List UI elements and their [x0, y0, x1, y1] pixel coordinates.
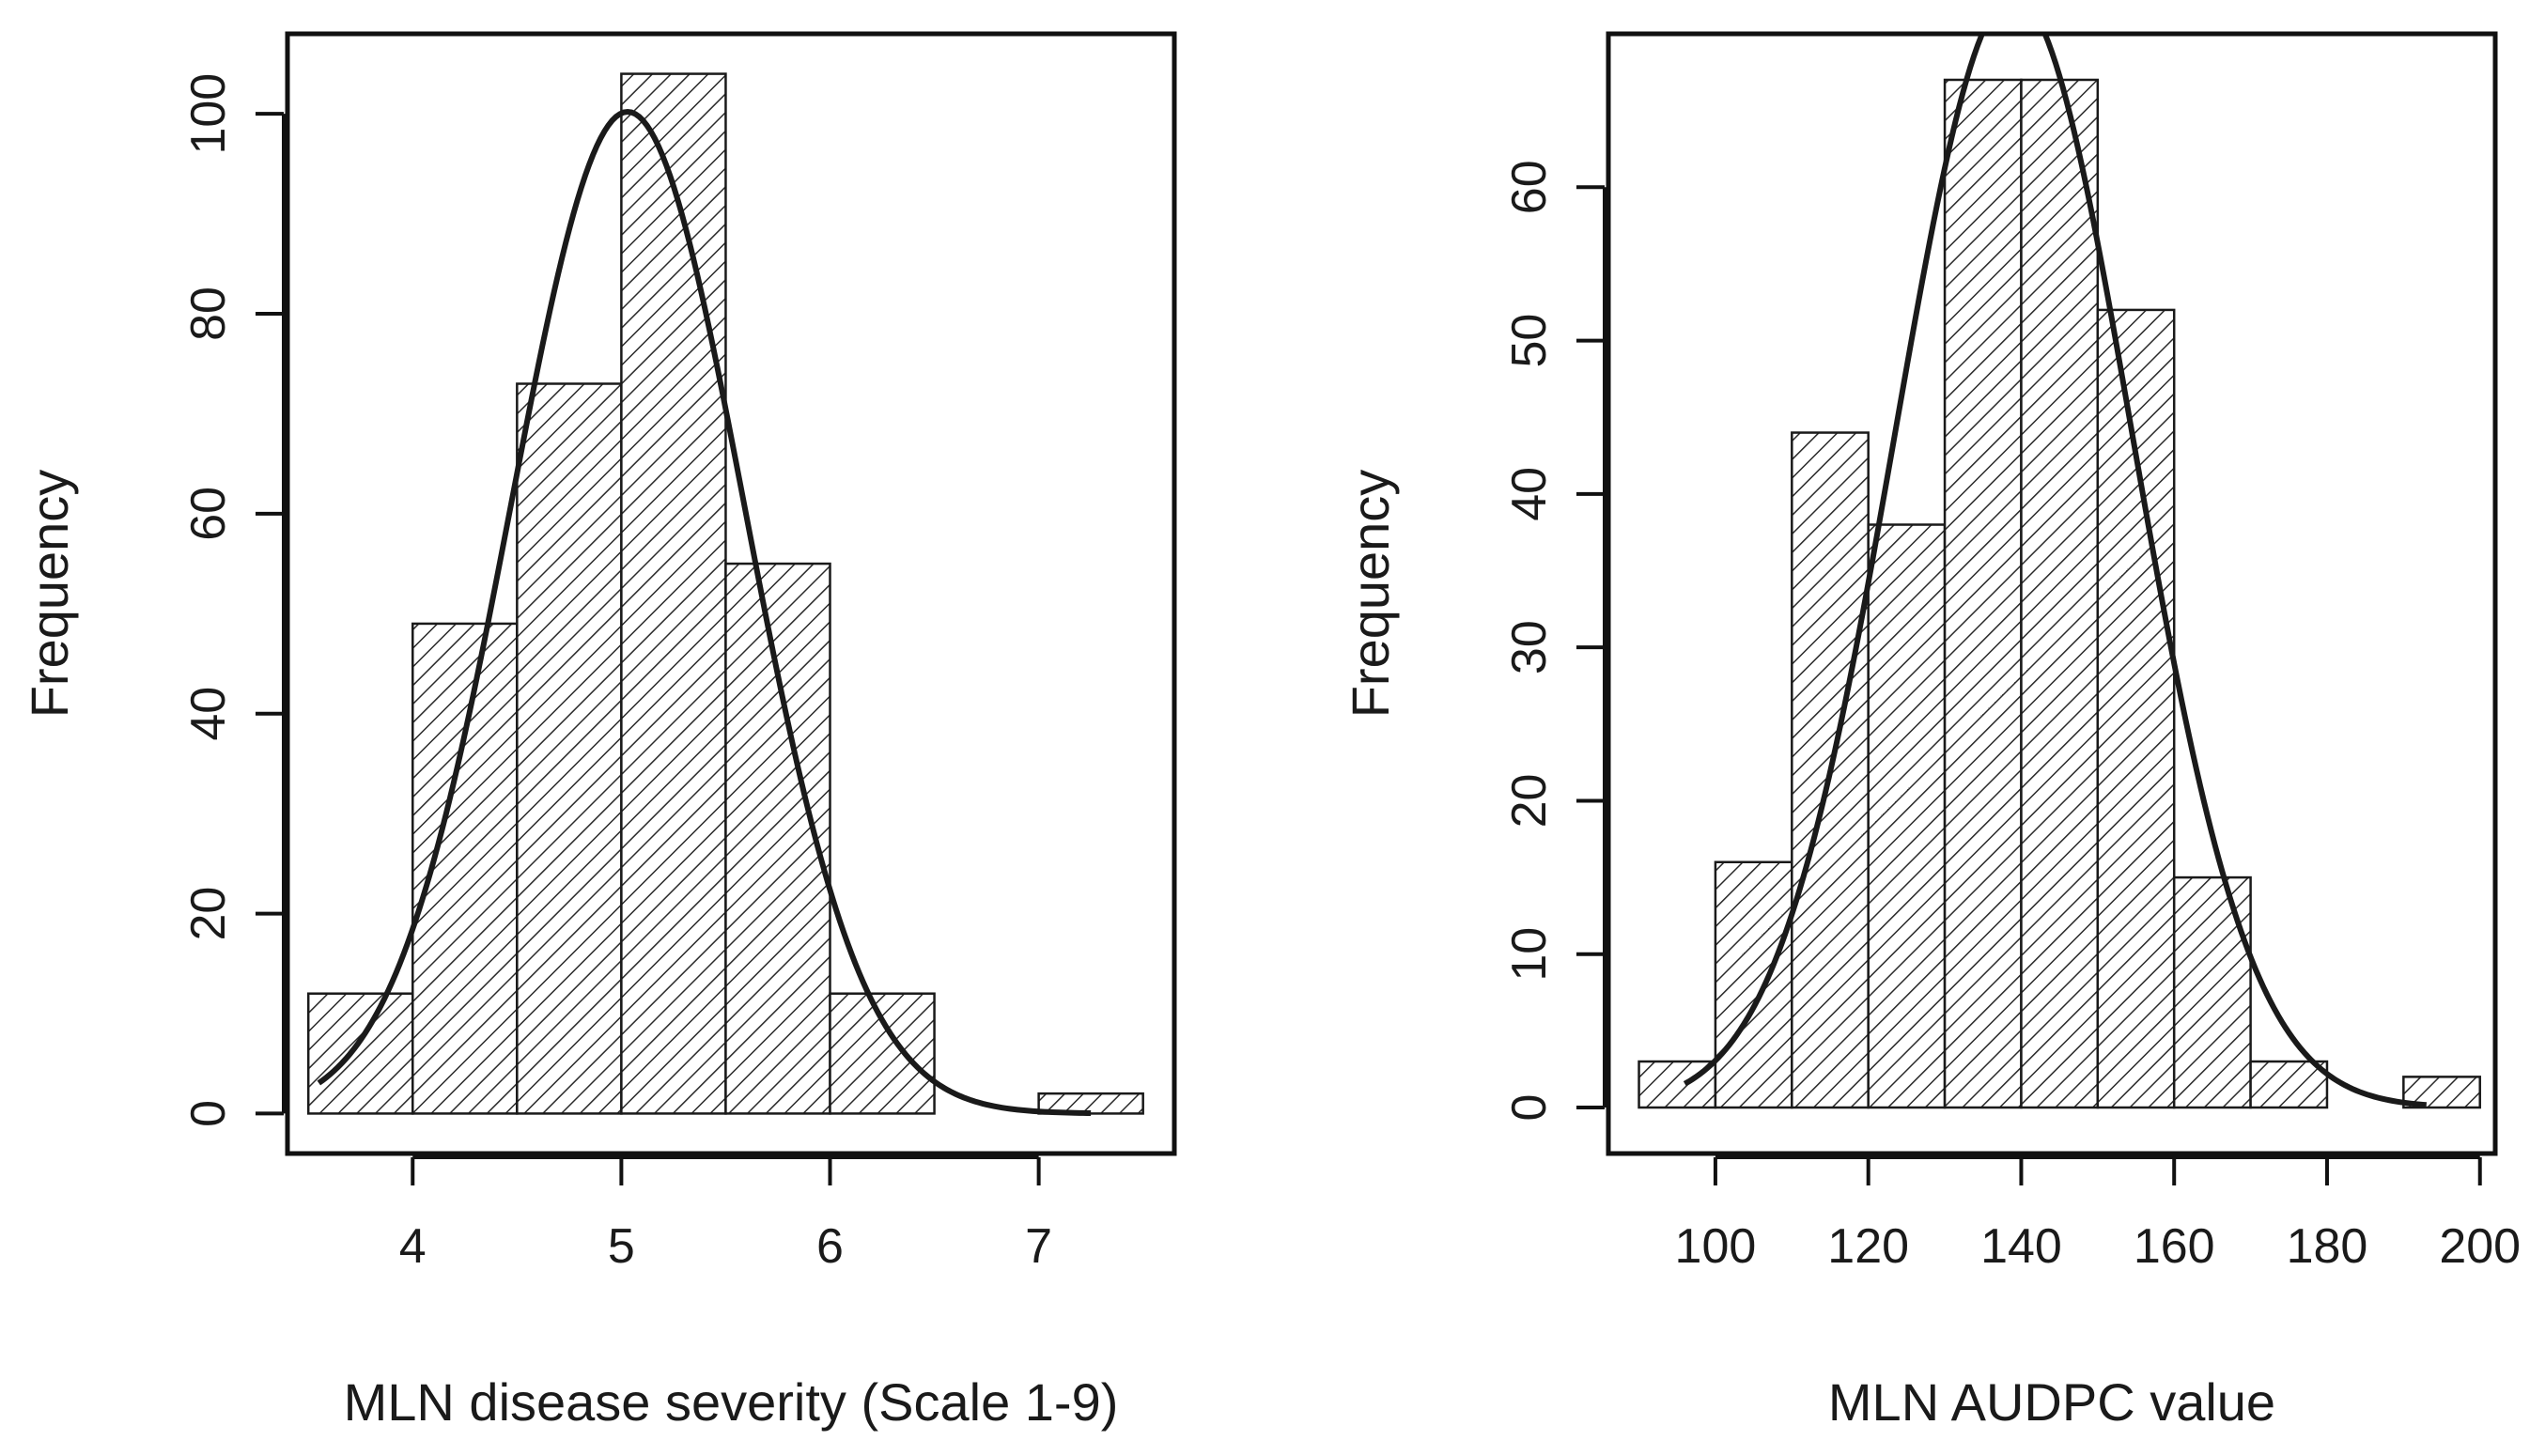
y-axis-title-severity: Frequency	[20, 470, 79, 719]
histogram-bar	[1867, 523, 1947, 1109]
x-tick-label: 5	[608, 1219, 635, 1274]
histogram-bar	[620, 72, 727, 1115]
x-tick-label: 180	[2287, 1219, 2368, 1274]
histogram-bar	[1037, 1092, 1144, 1115]
x-tick-label: 100	[1675, 1219, 1757, 1274]
x-tick-label: 4	[399, 1219, 427, 1274]
y-tick-label: 0	[1502, 1094, 1557, 1122]
x-tick-label: 6	[816, 1219, 844, 1274]
histogram-bar	[2249, 1060, 2329, 1109]
x-tick-label: 200	[2439, 1219, 2521, 1274]
y-tick-label: 0	[181, 1100, 236, 1127]
y-tick-label: 100	[181, 73, 236, 155]
histogram-bar	[516, 382, 623, 1115]
histogram-bar	[2096, 308, 2176, 1109]
y-tick-label: 10	[1502, 927, 1557, 982]
x-tick-label: 160	[2134, 1219, 2215, 1274]
histogram-bar	[2020, 78, 2100, 1109]
normal-curve-audpc	[1683, 34, 2427, 1108]
histogram-audpc: 0 10 20 30 40 50 60 100 120 140 160 180 200 MLN AUD…	[1341, 31, 2521, 1432]
histogram-bar	[2172, 875, 2252, 1109]
y-axis-severity: 0 20 40 60 80 100	[181, 73, 286, 1127]
y-tick-label: 30	[1502, 620, 1557, 674]
x-tick-label: 7	[1025, 1219, 1052, 1274]
bars-severity	[306, 72, 1144, 1115]
x-axis-title-severity: MLN disease severity (Scale 1-9)	[344, 1372, 1119, 1432]
bars-audpc	[1638, 78, 2481, 1109]
y-tick-label: 20	[181, 887, 236, 941]
histogram-bar	[1714, 860, 1793, 1109]
x-tick-label: 140	[1980, 1219, 2062, 1274]
plot-frame-audpc	[1606, 31, 2498, 1156]
histogram-bar	[1943, 78, 2023, 1109]
y-tick-label: 50	[1502, 314, 1557, 368]
y-tick-label: 80	[181, 287, 236, 341]
y-tick-label: 40	[1502, 467, 1557, 521]
y-axis-title-audpc: Frequency	[1341, 470, 1400, 719]
normal-curve-severity	[317, 108, 1092, 1117]
x-tick-label: 120	[1827, 1219, 1909, 1274]
histogram-bar	[829, 992, 936, 1115]
x-axis-severity: 4 5 6 7	[399, 1155, 1052, 1274]
y-tick-label: 60	[1502, 160, 1557, 214]
y-tick-label: 40	[181, 687, 236, 741]
y-tick-label: 20	[1502, 774, 1557, 829]
x-axis-audpc: 100 120 140 160 180 200	[1675, 1155, 2521, 1274]
y-tick-label: 60	[181, 487, 236, 541]
plot-frame-severity	[285, 31, 1177, 1156]
x-axis-title-audpc: MLN AUDPC value	[1828, 1372, 2275, 1432]
y-axis-audpc: 0 10 20 30 40 50 60	[1502, 160, 1606, 1122]
histogram-bar	[306, 992, 414, 1115]
histogram-severity: 0 20 40 60 80 100 4 5 6 7 MLN disease severity (…	[20, 31, 1177, 1432]
histogram-bar	[411, 622, 519, 1115]
